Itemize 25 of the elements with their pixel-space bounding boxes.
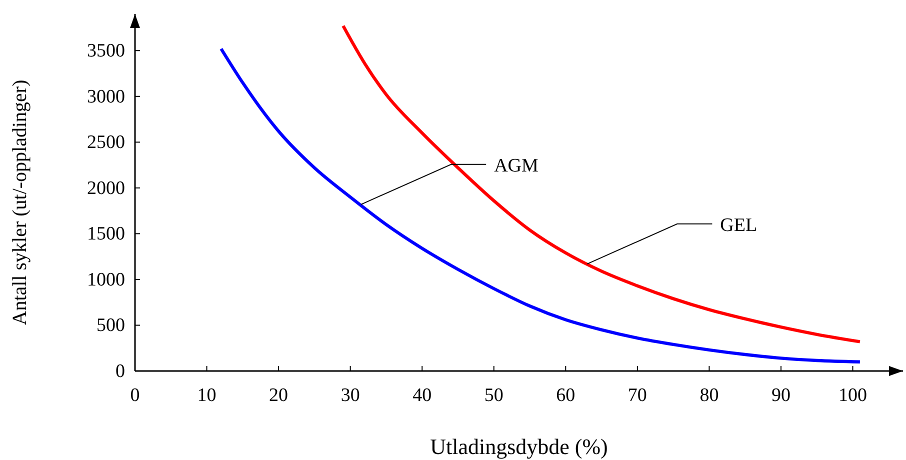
y-tick-label: 2000 xyxy=(87,178,125,199)
annotation: GEL xyxy=(720,214,758,236)
line-series xyxy=(220,47,862,364)
y-tick-label: 1500 xyxy=(87,224,125,245)
x-tick-label: 100 xyxy=(838,385,868,406)
x-tick-label: 30 xyxy=(340,385,360,406)
y-tick-label: 1000 xyxy=(87,269,125,290)
x-tick-label: 20 xyxy=(269,385,288,406)
annotation: AGM xyxy=(494,155,539,176)
x-tick-label: 70 xyxy=(628,385,647,406)
y-tick-label: 3000 xyxy=(87,86,125,108)
x-tick-label: 60 xyxy=(556,385,576,406)
line-series xyxy=(342,24,862,344)
x-tick-label: 40 xyxy=(412,385,432,406)
y-axis-title: Antall sykler (ut/-oppladinger) xyxy=(9,80,31,326)
y-tick-label: 3500 xyxy=(87,40,125,62)
x-axis-title: Utladingsdybde (%) xyxy=(430,434,608,459)
x-tick-label: 10 xyxy=(197,385,216,406)
y-tick-label: 500 xyxy=(96,315,125,336)
x-tick-label: 0 xyxy=(130,385,140,406)
y-tick-label: 2500 xyxy=(87,132,125,154)
x-tick-label: 90 xyxy=(771,385,790,406)
x-tick-label: 50 xyxy=(484,385,504,406)
x-tick-label: 80 xyxy=(700,385,719,406)
y-tick-label: 0 xyxy=(116,361,125,382)
